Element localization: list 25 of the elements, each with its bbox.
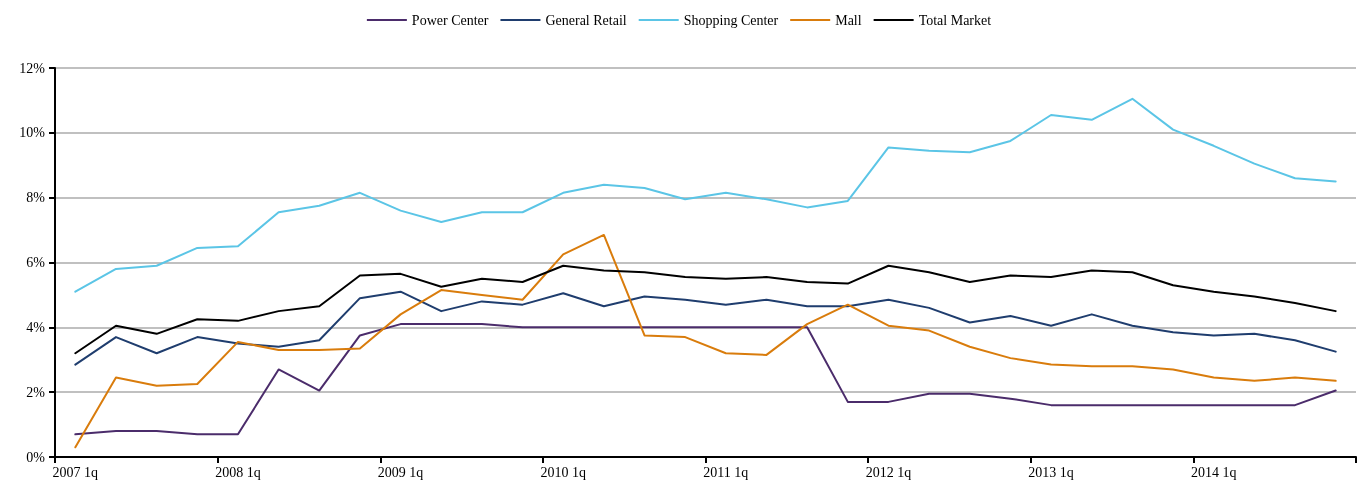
y-tick-label: 12% (19, 60, 46, 76)
y-tick-label: 0% (26, 449, 46, 465)
y-tick-label: 10% (19, 125, 46, 141)
x-tick-label: 2010 1q (540, 464, 586, 480)
legend-label: Mall (835, 12, 862, 28)
line-series (74, 290, 1337, 366)
y-tick-label: 2% (26, 384, 46, 400)
x-tick-label: 2007 1q (52, 464, 99, 480)
legend-label: Total Market (918, 12, 992, 28)
legend-label: General Retail (545, 12, 627, 28)
x-tick-label: 2011 1q (703, 464, 749, 480)
x-tick-label: 2012 1q (865, 464, 912, 480)
x-tick-label: 2013 1q (1028, 464, 1074, 480)
line-series (74, 323, 1337, 436)
line-series (74, 233, 1337, 449)
y-tick-label: 4% (26, 319, 46, 335)
y-tick-label: 6% (26, 255, 46, 270)
line-series (74, 264, 1337, 355)
y-tick-label: 8% (26, 190, 46, 206)
x-tick-label: 2009 1q (377, 464, 424, 480)
x-tick-label: 2008 1q (215, 464, 261, 480)
legend-label: Power Center (411, 12, 489, 28)
line-series (74, 97, 1337, 293)
legend-label: Shopping Center (683, 12, 779, 28)
x-tick-label: 2014 1q (1190, 464, 1237, 480)
